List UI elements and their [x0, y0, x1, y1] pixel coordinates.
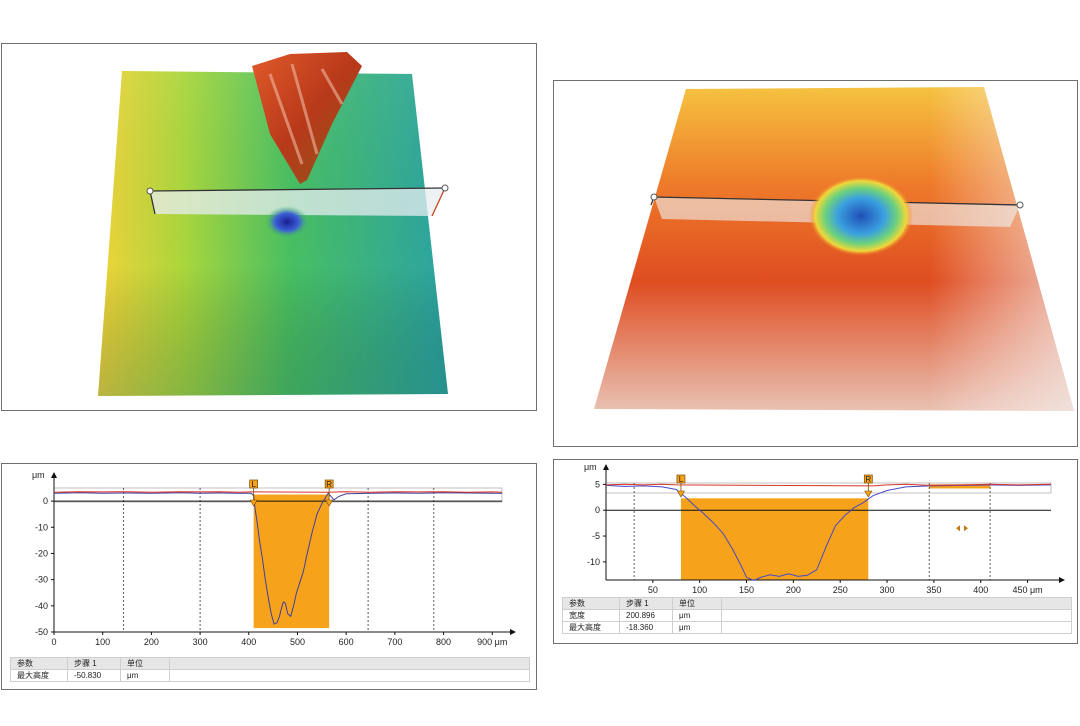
y-tick-label: -30 — [35, 575, 48, 585]
x-tick-label: 50 — [648, 585, 658, 595]
y-axis-arrow — [603, 464, 609, 470]
profile-series-line — [53, 492, 502, 625]
y-tick-label: -50 — [35, 627, 48, 637]
profile-series-line — [605, 483, 1052, 487]
table-header-cell: 参数 — [562, 597, 620, 610]
x-axis-arrow — [510, 629, 516, 635]
surface-pit — [265, 206, 309, 238]
table-header-cell: 参数 — [10, 657, 68, 670]
x-tick-label: 500 — [290, 637, 305, 647]
marker-r-label: R — [865, 475, 871, 484]
profile-series-line — [53, 491, 503, 493]
x-tick-label: 800 — [436, 637, 451, 647]
marker-l-label: L — [679, 475, 684, 484]
table-cell: μm — [120, 669, 170, 682]
table-header-cell: 步骤 1 — [67, 657, 121, 670]
table-row: 宽度 200.896 μm — [562, 609, 1072, 622]
highlight-region — [680, 498, 869, 580]
table-cell: μm — [672, 621, 722, 634]
marker-l-pointer — [249, 499, 258, 507]
table-cell: 200.896 — [619, 609, 673, 622]
x-tick-label: 400 — [973, 585, 988, 595]
marker-l-pointer — [676, 490, 685, 498]
x-tick-label: 600 — [339, 637, 354, 647]
y-axis-arrow — [51, 472, 57, 478]
table-cell: -18.360 — [619, 621, 673, 634]
highlight-region-top — [929, 484, 991, 489]
x-tick-label: 100 — [95, 637, 110, 647]
surface-3d-render-right — [594, 87, 1074, 411]
y-tick-label: -10 — [587, 557, 600, 567]
surface-3d-view-left — [1, 43, 537, 411]
table-header-cell: 单位 — [672, 597, 722, 610]
table-row: 最大高度 -50.830 μm — [10, 669, 530, 682]
parameter-table-right: 参数 步骤 1 单位 宽度 200.896 μm 最大高度 -18.360 μm — [562, 597, 1072, 634]
surface-pit — [809, 176, 913, 256]
y-tick-label: -5 — [592, 531, 600, 541]
x-tick-label: 400 — [241, 637, 256, 647]
cursor-left-arrow — [956, 525, 960, 532]
marker-r-label: R — [326, 480, 332, 489]
y-tick-label: 0 — [595, 505, 600, 515]
x-tick-label: 100 — [692, 585, 707, 595]
y-tick-label: 0 — [43, 496, 48, 506]
x-tick-label: 300 — [193, 637, 208, 647]
table-cell: -50.830 — [67, 669, 121, 682]
cursor-right-arrow — [964, 525, 968, 532]
profile-chart-right: μm 5 0 -5 -10 50 100 150 200 250 300 350 400 450 μm L R… — [553, 459, 1078, 644]
table-header-row: 参数 步骤 1 单位 — [10, 657, 530, 670]
x-tick-label: 700 — [387, 637, 402, 647]
x-tick-label: 250 — [833, 585, 848, 595]
table-cell: 最大高度 — [562, 621, 620, 634]
marker-r-pointer — [325, 499, 334, 507]
table-cell: μm — [672, 609, 722, 622]
profile-series-line — [605, 484, 1052, 582]
table-cell: 最大高度 — [10, 669, 68, 682]
marker-r-pointer — [864, 490, 873, 498]
x-axis-arrow — [1059, 577, 1065, 583]
y-axis-label: μm — [32, 470, 45, 480]
y-tick-label: -20 — [35, 548, 48, 558]
x-tick-label: 300 — [880, 585, 895, 595]
y-tick-label: 5 — [595, 479, 600, 489]
x-tick-label: 450 μm — [1012, 585, 1042, 595]
y-axis-label: μm — [584, 462, 597, 472]
cross-section-plane — [150, 188, 445, 216]
x-tick-label: 200 — [144, 637, 159, 647]
table-cell: 宽度 — [562, 609, 620, 622]
parameter-table-left: 参数 步骤 1 单位 最大高度 -50.830 μm — [10, 657, 530, 682]
x-tick-label: 200 — [786, 585, 801, 595]
x-tick-label: 0 — [51, 637, 56, 647]
marker-l-label: L — [251, 480, 256, 489]
y-tick-label: -40 — [35, 601, 48, 611]
y-tick-label: -10 — [35, 522, 48, 532]
surface-3d-render-left — [98, 52, 449, 396]
table-header-row: 参数 步骤 1 单位 — [562, 597, 1072, 610]
x-tick-label: 150 — [739, 585, 754, 595]
profile-chart-left: μm 0 -10 -20 -30 -40 -50 0 100 200 300 400 500 600 700… — [1, 463, 537, 690]
table-header-cell: 步骤 1 — [619, 597, 673, 610]
table-header-cell: 单位 — [120, 657, 170, 670]
profile-plot-left: μm0-10-20-30-40-500 100 200 300 400 500 600 700… — [32, 470, 516, 647]
highlight-region — [253, 494, 330, 629]
table-row: 最大高度 -18.360 μm — [562, 621, 1072, 634]
x-tick-label: 350 — [926, 585, 941, 595]
surface-3d-view-right — [553, 80, 1078, 447]
x-tick-label: 900 μm — [477, 637, 507, 647]
